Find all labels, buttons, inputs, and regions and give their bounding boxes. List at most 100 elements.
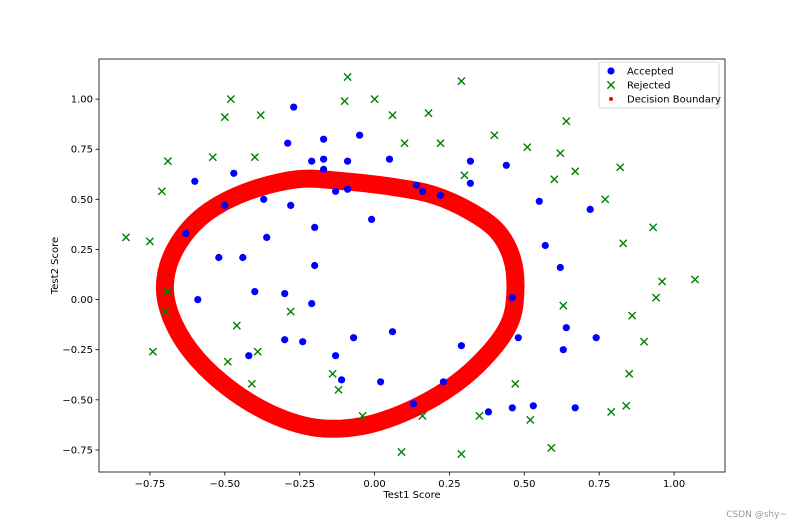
accepted-point (260, 195, 268, 203)
accepted-point (412, 181, 421, 189)
accepted-point (535, 197, 543, 205)
accepted-point (388, 328, 397, 336)
rejected-point (160, 307, 169, 316)
rejected-point (649, 223, 658, 232)
x-tick-label: 0.25 (438, 479, 460, 490)
accepted-point (356, 131, 364, 139)
rejected-point (457, 449, 466, 459)
rejected-point (223, 357, 232, 366)
scatter-points-layer (121, 72, 700, 459)
accepted-point (508, 294, 516, 302)
x-axis-label: Test1 Score (382, 490, 440, 501)
accepted-point (311, 261, 319, 270)
accepted-point (439, 378, 447, 386)
rejected-point (286, 307, 295, 316)
accepted-point (368, 215, 376, 223)
x-axis-ticks: −0.75 −0.50 −0.25 0.00 0.25 0.50 0.75 1.00 (135, 472, 685, 490)
rejected-point (658, 277, 667, 286)
accepted-point (514, 334, 522, 342)
accepted-point (338, 376, 346, 384)
y-tick-label: −0.25 (62, 345, 93, 356)
accepted-point (559, 346, 567, 354)
decision-boundary-layer (155, 169, 525, 438)
legend: Accepted Rejected Decision Boundary (598, 61, 721, 109)
y-tick-label: 1.00 (71, 95, 93, 106)
accepted-point (484, 408, 492, 416)
accepted-point (556, 263, 564, 272)
rejected-point (400, 139, 409, 148)
rejected-point (601, 195, 610, 204)
rejected-point (340, 97, 349, 106)
accepted-point (308, 300, 316, 308)
x-tick-label: −0.50 (209, 479, 240, 490)
rejected-point (607, 407, 616, 416)
y-tick-label: 0.75 (71, 145, 93, 156)
accepted-point (245, 352, 253, 360)
rejected-point (559, 301, 568, 310)
rejected-point (523, 143, 532, 152)
accepted-point (466, 179, 474, 187)
accepted-point (221, 201, 229, 209)
accepted-point (311, 223, 319, 231)
rejected-point (328, 369, 337, 378)
rejected-point (397, 447, 406, 457)
rejected-point (640, 337, 649, 346)
rejected-point (157, 187, 166, 196)
rejected-point (619, 239, 628, 248)
accepted-point (502, 161, 510, 169)
accepted-point (284, 139, 292, 147)
rejected-point (547, 443, 556, 452)
rejected-point (652, 293, 661, 302)
accepted-point (281, 290, 289, 298)
rejected-point (370, 95, 379, 104)
accepted-point (385, 155, 394, 163)
accepted-point (541, 241, 549, 250)
rejected-point (418, 411, 427, 420)
rejected-point (163, 287, 172, 296)
rejected-point (457, 77, 466, 86)
rejected-point (562, 117, 571, 126)
accepted-point (308, 157, 316, 165)
accepted-point (194, 296, 202, 304)
accepted-point (586, 205, 594, 213)
rejected-point (511, 379, 520, 388)
rejected-point (424, 109, 433, 118)
accepted-point (287, 201, 295, 209)
rejected-point (256, 111, 265, 120)
y-axis-ticks: −0.75 −0.50 −0.25 0.00 0.25 0.50 0.75 1.00 (62, 95, 99, 456)
x-tick-label: −0.25 (284, 479, 315, 490)
accepted-point (230, 169, 238, 177)
legend-label: Accepted (627, 67, 674, 78)
rejected-point (163, 157, 172, 166)
rejected-point (148, 347, 157, 356)
accepted-point (457, 342, 465, 350)
accepted-point (320, 165, 328, 173)
rejected-point (490, 131, 499, 140)
rejected-point (226, 95, 235, 104)
accepted-point (320, 155, 328, 163)
rejected-point (436, 139, 445, 148)
rejected-point (622, 401, 631, 410)
accepted-point (377, 378, 385, 386)
y-tick-label: −0.50 (62, 395, 93, 406)
rejected-point (475, 411, 484, 420)
accepted-point (182, 229, 190, 237)
plot-frame (98, 58, 726, 473)
accepted-point (299, 338, 307, 346)
rejected-point (625, 369, 634, 378)
accepted-point (508, 404, 516, 412)
rejected-point (358, 411, 367, 420)
accepted-point (191, 177, 199, 185)
rejected-point (343, 72, 352, 82)
x-tick-label: 1.00 (663, 479, 685, 490)
x-tick-label: 0.50 (513, 479, 535, 490)
rejected-point (208, 153, 217, 162)
rejected-point (247, 379, 256, 388)
legend-label: Decision Boundary (627, 95, 721, 106)
x-tick-label: −0.75 (135, 479, 166, 490)
accepted-point (263, 233, 271, 241)
rejected-point (556, 149, 565, 158)
decision-boundary-curve (155, 169, 525, 438)
x-tick-label: 0.00 (363, 479, 385, 490)
accepted-point (409, 400, 418, 408)
